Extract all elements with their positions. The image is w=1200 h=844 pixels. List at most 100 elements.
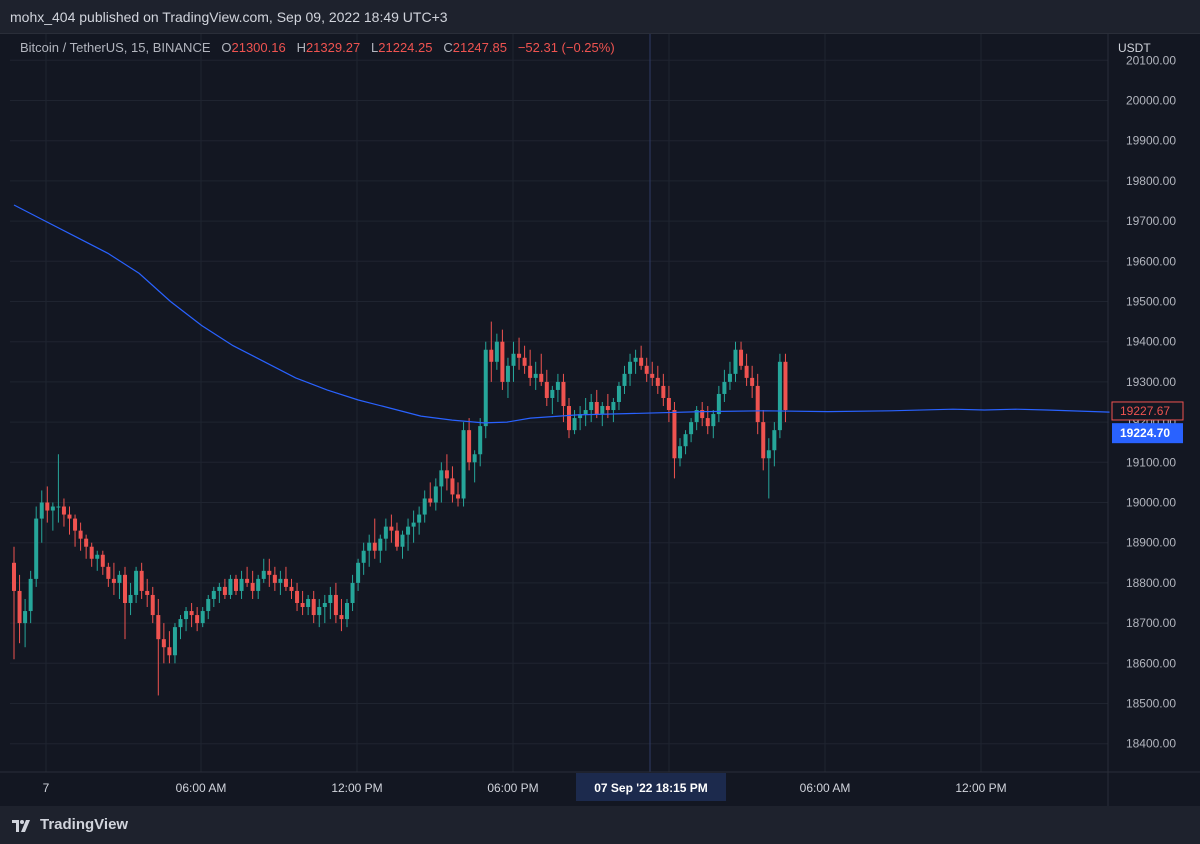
candle-body — [500, 341, 505, 382]
candle-body — [678, 446, 682, 459]
candle-body — [467, 430, 472, 463]
candle-body — [234, 578, 238, 591]
low-value: 21224.25 — [378, 40, 433, 55]
candle-body — [683, 434, 688, 447]
candle-body — [727, 373, 732, 382]
candle-body — [367, 542, 372, 551]
price-tick-label: 19400.00 — [1126, 335, 1176, 349]
candle-body — [256, 578, 261, 591]
candle-body — [361, 550, 366, 563]
candle-body — [572, 418, 577, 431]
moving-average-line — [13, 204, 1110, 424]
candle-body — [505, 365, 510, 382]
price-tick-label: 19500.00 — [1126, 295, 1176, 309]
candle-body — [633, 357, 638, 362]
candle-body — [295, 590, 300, 603]
candle-body — [777, 361, 782, 431]
time-tick-label: 7 — [43, 781, 50, 795]
candle-body — [450, 478, 455, 495]
candle-body — [517, 353, 522, 358]
candle-body — [550, 389, 555, 398]
candle-body — [211, 590, 216, 599]
candle-body — [350, 582, 355, 603]
candle-body — [84, 538, 89, 547]
candle-body — [611, 402, 616, 411]
price-tick-label: 19900.00 — [1126, 134, 1176, 148]
candle-body — [478, 426, 483, 455]
candle-body — [200, 611, 205, 624]
candlestick-chart[interactable]: 20100.00 20000.00 19900.00 19800.00 19700.00… — [0, 34, 1200, 806]
open-value: 21300.16 — [231, 40, 286, 55]
footer-bar: TradingView — [0, 806, 1200, 844]
candle-body — [45, 502, 50, 511]
candle-body — [672, 410, 677, 459]
open-key: O — [221, 40, 232, 55]
candle-body — [583, 410, 588, 415]
candle-body — [345, 603, 349, 620]
price-tick-label: 18600.00 — [1126, 656, 1176, 670]
candle-body — [483, 349, 488, 427]
candle-body — [328, 594, 333, 603]
candle-body — [711, 414, 716, 427]
candle-body — [661, 385, 666, 398]
candle-body — [428, 498, 433, 503]
candle-body — [722, 381, 727, 394]
candle-body — [533, 373, 538, 378]
candle-body — [89, 546, 94, 559]
candle-body — [472, 454, 477, 463]
price-tick-label: 18800.00 — [1126, 576, 1176, 590]
price-tick-label: 20100.00 — [1126, 53, 1176, 67]
candle-body — [250, 582, 255, 591]
candle-body — [106, 566, 111, 579]
tradingview-logo[interactable]: TradingView — [12, 816, 128, 833]
candle-body — [100, 554, 105, 567]
candle-body — [383, 526, 388, 539]
candle-body — [95, 554, 100, 559]
candle-body — [278, 578, 283, 583]
candle-body — [272, 574, 277, 583]
candle-body — [123, 574, 127, 603]
price-tick-label: 18700.00 — [1126, 616, 1176, 630]
ma-value-label: 19224.70 — [1120, 426, 1170, 440]
time-tick-label: 06:00 AM — [800, 781, 851, 795]
candle-body — [39, 502, 44, 519]
candle-body — [622, 373, 627, 386]
candle-body — [117, 574, 122, 583]
candle-body — [134, 570, 139, 595]
chart-frame[interactable]: 20100.00 20000.00 19900.00 19800.00 19700.00… — [0, 34, 1200, 806]
candle-body — [145, 590, 150, 595]
candle-body — [161, 639, 166, 648]
candle-body — [539, 373, 544, 382]
price-tick-label: 20000.00 — [1126, 94, 1176, 108]
close-key: C — [443, 40, 453, 55]
candle-body — [594, 402, 599, 415]
ma-value-box — [1112, 423, 1183, 444]
candle-body — [184, 611, 189, 620]
candle-body — [605, 406, 610, 411]
candle-body — [655, 377, 660, 386]
high-key: H — [296, 40, 306, 55]
candle-body — [494, 341, 499, 362]
symbol-name: Bitcoin / TetherUS, 15, BINANCE — [20, 40, 211, 55]
candle-body — [111, 578, 116, 583]
close-value: 21247.85 — [452, 40, 507, 55]
candle-body — [511, 353, 516, 366]
candle-body — [61, 506, 66, 515]
candle-body — [555, 381, 560, 390]
candle-body — [406, 526, 411, 535]
publish-header: mohx_404 published on TradingView.com, S… — [0, 0, 1200, 34]
candle-body — [178, 619, 183, 628]
candle-body — [217, 586, 222, 591]
candle-body — [156, 615, 161, 640]
candle-body — [528, 365, 533, 378]
price-tick-label: 18900.00 — [1126, 536, 1176, 550]
candle-body — [417, 514, 422, 523]
candle-body — [389, 526, 394, 531]
price-tick-label: 19100.00 — [1126, 455, 1176, 469]
candle-body — [772, 430, 777, 451]
currency-label: USDT — [1118, 41, 1151, 55]
candle-body — [689, 422, 694, 435]
candle-body — [128, 594, 133, 603]
candle-body — [28, 578, 33, 612]
low-key: L — [371, 40, 379, 55]
